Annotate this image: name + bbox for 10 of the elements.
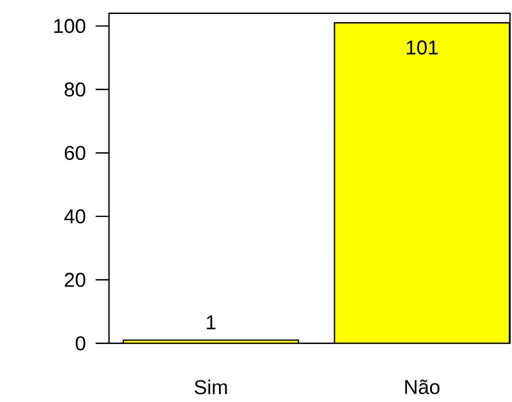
y-tick-label: 20 [64, 272, 86, 287]
data-label: 101 [406, 40, 438, 54]
y-tick-label: 100 [54, 18, 86, 33]
y-tick-label: 60 [64, 146, 86, 160]
y-tick-label: 40 [64, 209, 86, 224]
x-tick-label: Sim [194, 379, 227, 394]
y-tick-label: 80 [64, 82, 86, 96]
y-tick-label: 0 [76, 336, 86, 350]
x-tick-label: Não [405, 379, 440, 394]
data-label: 1 [206, 315, 216, 330]
